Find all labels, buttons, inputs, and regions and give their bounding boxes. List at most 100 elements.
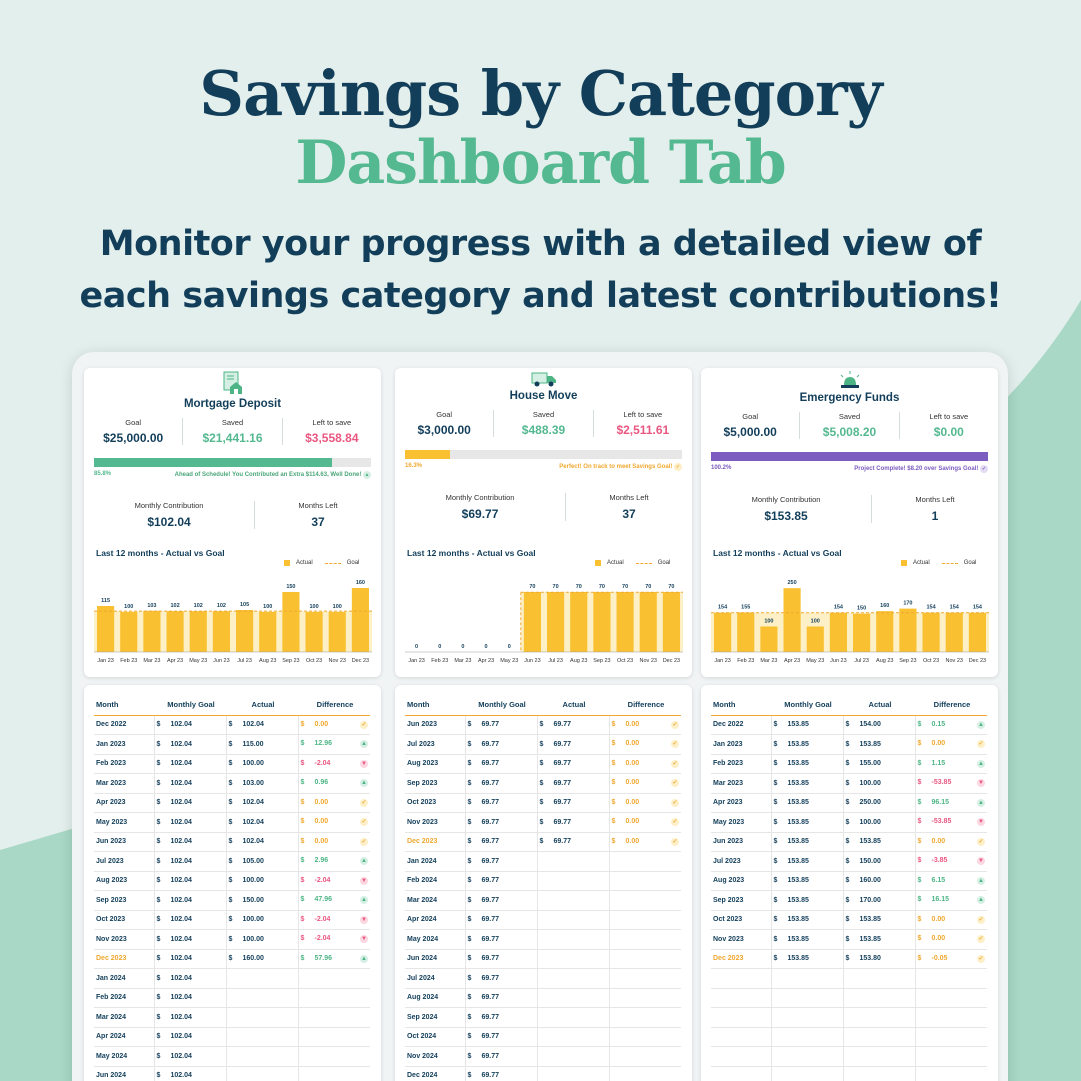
month-cell: Mar 2023	[94, 773, 155, 794]
difference-cell: $ -53.85 ▼	[915, 812, 987, 833]
column-header: Actual	[537, 694, 609, 716]
actual-vs-goal-chart: 154 Jan 23 155 Feb 23 100 Mar 23 250 Apr 23 100 M…	[711, 580, 989, 664]
category-summary-card: Emergency Funds Goal $5,000.00 Saved $5,00…	[701, 368, 998, 677]
difference-cell	[298, 1027, 370, 1047]
month-cell: Sep 2023	[94, 890, 155, 911]
x-tick-label: Jun 23	[830, 658, 847, 664]
difference-cell: $0.00 ✓	[609, 812, 681, 833]
goal-cell: $102.04	[154, 1007, 227, 1028]
month-cell: Nov 2023	[94, 929, 155, 950]
actual-cell	[537, 1066, 610, 1081]
difference-cell: $0.00 ✓	[298, 832, 370, 852]
currency-symbol: $	[539, 760, 544, 768]
trend-up-icon: ▲	[977, 896, 985, 905]
kpi-row: Goal $25,000.00 Saved $21,441.16 Left to s…	[84, 418, 381, 445]
actual-cell	[226, 1027, 299, 1047]
month-cell: Sep 2024	[405, 1007, 466, 1028]
x-tick-label: Sep 23	[593, 658, 610, 664]
legend-goal-swatch	[635, 562, 652, 564]
goal-cell	[771, 1007, 844, 1028]
goal-cell: $153.85	[771, 851, 844, 872]
table-row: Feb 2023 $153.85 $155.00 $1.15 ▲	[711, 754, 987, 774]
x-tick-label: Sep 23	[899, 658, 916, 664]
column-header: Month	[94, 694, 154, 716]
actual-cell: $69.77	[537, 812, 610, 833]
arrow-up-icon: ▲	[363, 471, 371, 479]
difference-cell: $16.15 ▲	[915, 890, 987, 911]
month-cell: Jun 2023	[405, 715, 466, 735]
month-cell: Jan 2023	[94, 734, 155, 755]
table-row	[711, 1066, 987, 1081]
currency-symbol: $	[845, 760, 850, 768]
table-row: Dec 2022 $153.85 $154.00 $0.15 ▲	[711, 715, 987, 735]
actual-cell	[537, 890, 610, 911]
on-target-check-icon: ✓	[977, 935, 985, 944]
month-cell: Apr 2023	[94, 793, 155, 813]
x-tick-label: May 23	[500, 658, 518, 664]
data-label: 154	[950, 605, 960, 611]
month-cell	[711, 1007, 772, 1028]
actual-cell	[537, 988, 610, 1008]
currency-symbol: $	[773, 838, 778, 846]
x-tick-label: Apr 23	[784, 658, 800, 664]
actual-cell	[226, 1066, 299, 1081]
table-row: May 2024 $69.77	[405, 929, 681, 950]
currency-symbol: $	[539, 799, 544, 807]
x-tick-label: Mar 23	[143, 658, 160, 664]
table-row: Mar 2024 $102.04	[94, 1007, 370, 1028]
goal-cell: $102.04	[154, 890, 227, 911]
saved-kpi: Saved $5,008.20	[800, 412, 900, 439]
legend-actual-swatch	[284, 560, 290, 566]
difference-cell	[915, 968, 987, 989]
table-row: Jul 2023 $69.77 $69.77 $0.00 ✓	[405, 734, 681, 755]
currency-symbol: $	[228, 721, 233, 729]
month-cell: Apr 2024	[94, 1027, 155, 1047]
status-message: Project Complete! $8.20 over Savings Goa…	[854, 466, 979, 472]
currency-symbol: $	[611, 837, 616, 845]
x-tick-label: Jan 23	[714, 658, 731, 664]
month-cell	[711, 968, 772, 989]
house-document-icon	[84, 371, 381, 395]
difference-cell: $0.00 ✓	[915, 734, 987, 755]
x-tick-label: Mar 23	[760, 658, 777, 664]
actual-cell: $154.00	[843, 715, 916, 735]
legend-actual-swatch	[595, 560, 601, 566]
table-row: Sep 2023 $69.77 $69.77 $0.00 ✓	[405, 773, 681, 794]
on-target-check-icon: ✓	[977, 740, 985, 749]
currency-symbol: $	[228, 935, 233, 943]
month-cell	[711, 1027, 772, 1047]
goal-cell: $153.85	[771, 734, 844, 755]
actual-cell	[843, 988, 916, 1008]
monthly-contributions-table: Month Monthly Goal Actual Difference Dec 202…	[711, 694, 987, 1081]
data-label: 154	[718, 605, 728, 611]
currency-symbol: $	[917, 915, 922, 923]
goal-cell: $153.85	[771, 793, 844, 813]
x-tick-label: Nov 23	[640, 658, 657, 664]
data-label: 0	[438, 644, 441, 650]
table-row: Nov 2023 $153.85 $153.85 $0.00 ✓	[711, 929, 987, 950]
actual-vs-goal-chart: 0 Jan 23 0 Feb 23 0 Mar 23 0 Apr 23 0 May 23 70 Jun…	[405, 584, 683, 664]
actual-cell: $69.77	[537, 832, 610, 852]
difference-cell	[609, 1046, 681, 1067]
currency-symbol: $	[228, 818, 233, 826]
data-label: 155	[741, 604, 750, 610]
currency-symbol: $	[467, 1072, 472, 1080]
table-row: Apr 2024 $102.04	[94, 1027, 370, 1047]
monthly-contribution-kpi: Monthly Contribution $102.04	[84, 501, 256, 529]
table-row: Jul 2024 $69.77	[405, 968, 681, 989]
monthly-contribution-kpi: Monthly Contribution $69.77	[395, 493, 567, 521]
currency-symbol: $	[156, 818, 161, 826]
actual-cell	[843, 1066, 916, 1081]
currency-symbol: $	[228, 916, 233, 924]
currency-symbol: $	[845, 818, 850, 826]
table-row: Dec 2023 $102.04 $160.00 $57.96 ▲	[94, 949, 370, 969]
month-cell: Dec 2022	[94, 715, 155, 735]
goal-cell: $102.04	[154, 715, 227, 735]
actual-cell	[537, 851, 610, 872]
goal-cell: $153.85	[771, 812, 844, 833]
x-tick-label: Aug 23	[876, 658, 893, 664]
currency-symbol: $	[156, 916, 161, 924]
currency-symbol: $	[300, 798, 305, 806]
months-left-value: 37	[311, 515, 325, 529]
month-cell: Apr 2023	[711, 793, 772, 813]
